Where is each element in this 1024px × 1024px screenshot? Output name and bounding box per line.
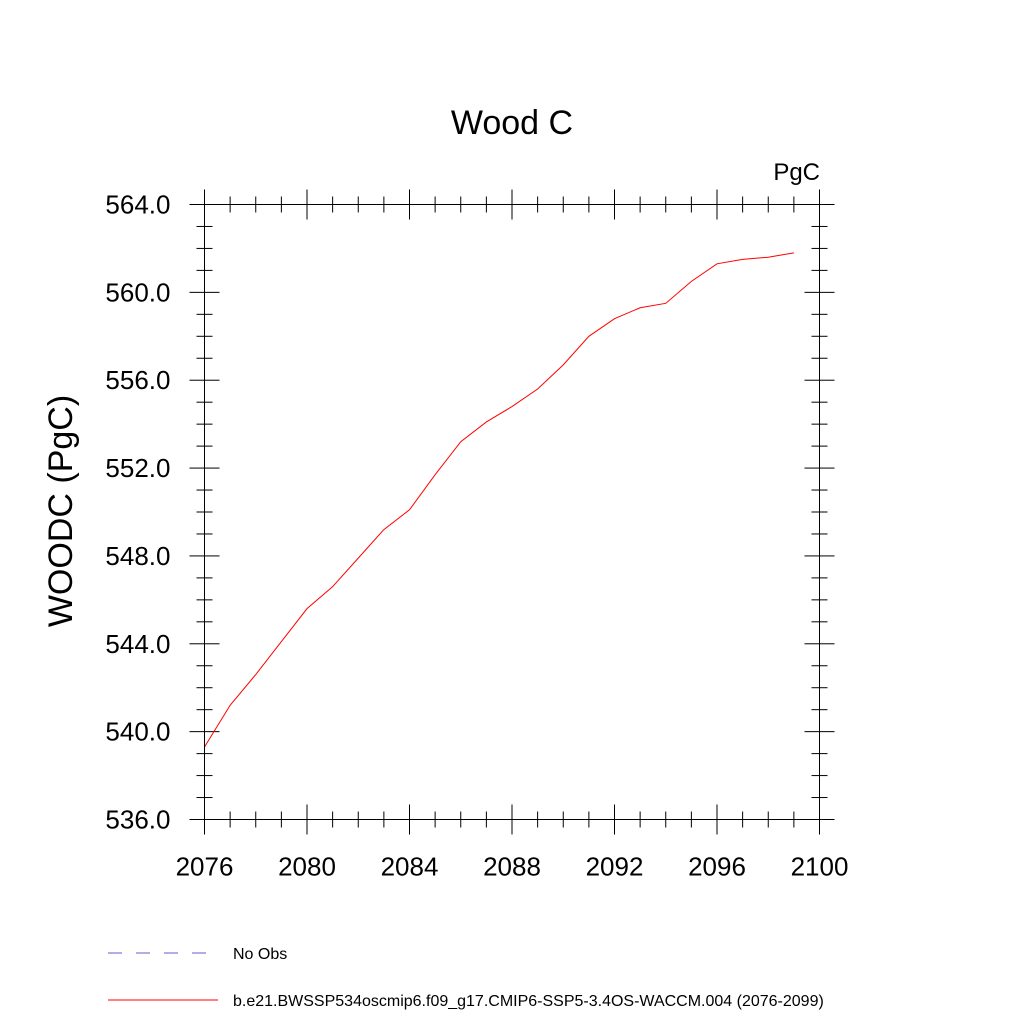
plot-frame <box>204 204 820 820</box>
x-tick-label: 2096 <box>688 852 746 882</box>
y-tick-label: 560.0 <box>105 277 170 307</box>
y-tick-label: 556.0 <box>105 365 170 395</box>
y-axis-label: WOODC (PgC) <box>42 395 80 627</box>
series-line-model-run <box>204 252 794 748</box>
x-tick-label: 2100 <box>791 852 849 882</box>
x-tick-label: 2076 <box>176 852 234 882</box>
y-tick-label: 544.0 <box>105 629 170 659</box>
legend: No Obs b.e21.BWSSP534oscmip6.f09_g17.CMI… <box>108 946 824 1010</box>
axis-tick-labels: 2076 2080 2084 2088 2092 2096 2100 536.0 540.0 54… <box>105 190 848 882</box>
units-label: PgC <box>773 159 820 186</box>
legend-label-no-obs: No Obs <box>233 946 287 963</box>
y-tick-label: 548.0 <box>105 541 170 571</box>
y-tick-label: 552.0 <box>105 453 170 483</box>
legend-label-model-run: b.e21.BWSSP534oscmip6.f09_g17.CMIP6-SSP5… <box>233 993 824 1010</box>
x-tick-label: 2088 <box>483 852 541 882</box>
chart-title: Wood C <box>451 104 573 142</box>
axis-ticks <box>189 189 835 835</box>
y-tick-label: 540.0 <box>105 717 170 747</box>
x-tick-label: 2084 <box>381 852 439 882</box>
y-tick-label: 536.0 <box>105 805 170 835</box>
x-tick-label: 2080 <box>278 852 336 882</box>
series-layer <box>204 252 794 748</box>
x-tick-label: 2092 <box>586 852 644 882</box>
y-tick-label: 564.0 <box>105 190 170 220</box>
